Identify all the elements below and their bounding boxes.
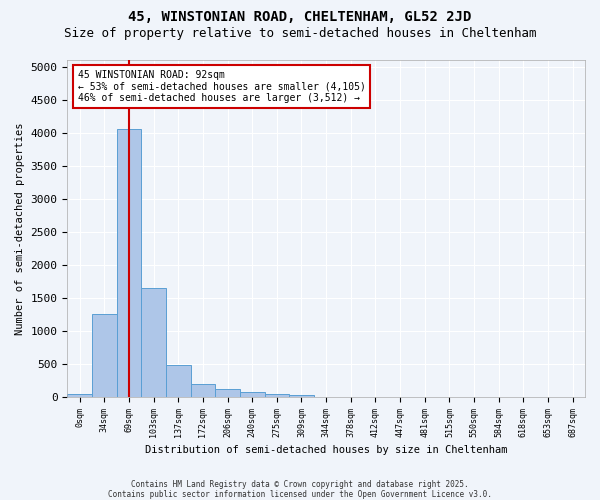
Y-axis label: Number of semi-detached properties: Number of semi-detached properties	[15, 122, 25, 334]
Bar	[265, 394, 289, 397]
Bar	[92, 314, 116, 397]
Bar	[240, 392, 265, 397]
Text: Contains HM Land Registry data © Crown copyright and database right 2025.: Contains HM Land Registry data © Crown c…	[131, 480, 469, 489]
Bar	[141, 288, 166, 397]
Bar	[191, 384, 215, 397]
Bar	[166, 365, 191, 397]
Text: 45, WINSTONIAN ROAD, CHELTENHAM, GL52 2JD: 45, WINSTONIAN ROAD, CHELTENHAM, GL52 2J…	[128, 10, 472, 24]
Text: Size of property relative to semi-detached houses in Cheltenham: Size of property relative to semi-detach…	[64, 28, 536, 40]
Bar	[116, 130, 141, 397]
Bar	[215, 389, 240, 397]
Bar	[67, 394, 92, 397]
Text: 45 WINSTONIAN ROAD: 92sqm
← 53% of semi-detached houses are smaller (4,105)
46% : 45 WINSTONIAN ROAD: 92sqm ← 53% of semi-…	[77, 70, 365, 103]
X-axis label: Distribution of semi-detached houses by size in Cheltenham: Distribution of semi-detached houses by …	[145, 445, 508, 455]
Text: Contains public sector information licensed under the Open Government Licence v3: Contains public sector information licen…	[108, 490, 492, 499]
Bar	[289, 395, 314, 397]
